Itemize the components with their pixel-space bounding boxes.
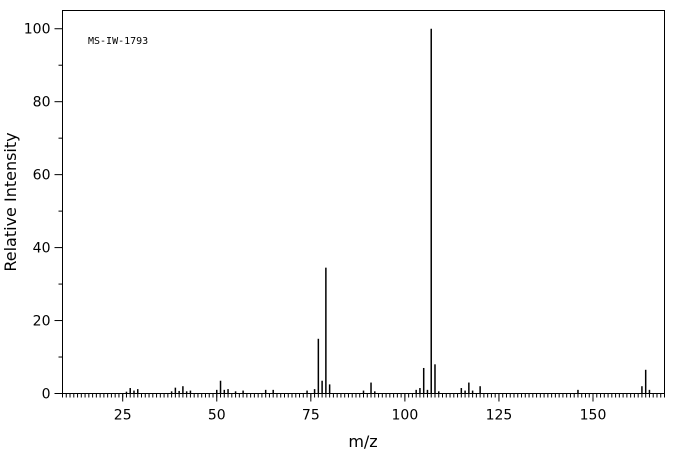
y-tick-label: 60 [33, 168, 51, 184]
y-tick-label: 0 [42, 387, 51, 403]
x-tick-label: 100 [392, 408, 419, 424]
x-tick-label: 150 [580, 408, 607, 424]
plot-frame [62, 10, 665, 394]
y-tick-label: 40 [33, 241, 51, 257]
x-tick-label: 50 [208, 408, 226, 424]
x-tick-label: 25 [114, 408, 132, 424]
x-axis-label: m/z [348, 432, 377, 451]
y-tick-label: 100 [24, 22, 51, 38]
x-tick-label: 75 [302, 408, 320, 424]
y-tick-label: 20 [33, 314, 51, 330]
x-tick-label: 125 [486, 408, 513, 424]
y-axis-label: Relative Intensity [1, 132, 20, 271]
y-tick-label: 80 [33, 95, 51, 111]
annotation: MS-IW-1793 [88, 36, 148, 47]
